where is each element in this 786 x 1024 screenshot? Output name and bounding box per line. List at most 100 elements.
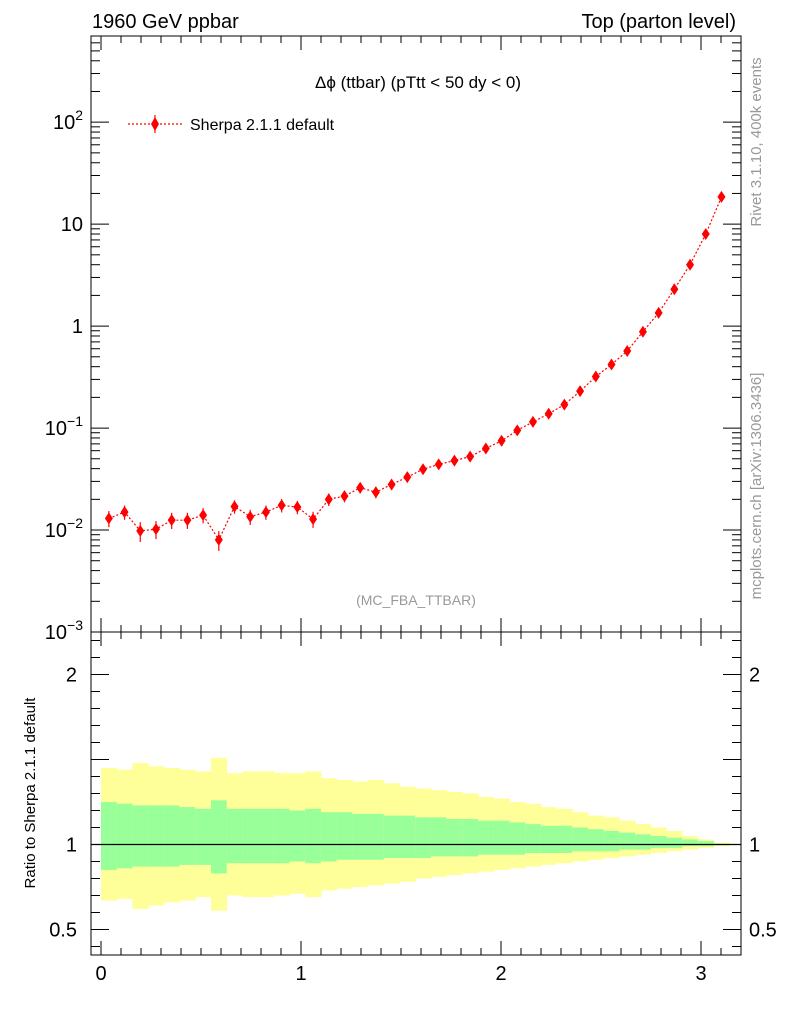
data-point bbox=[371, 486, 380, 499]
ratio-xtick-label: 1 bbox=[295, 963, 306, 985]
ratio-band-inner bbox=[666, 837, 683, 848]
analysis-annotation: (MC_FBA_TTBAR) bbox=[356, 592, 476, 608]
data-point bbox=[560, 398, 569, 411]
ratio-ytick-label-left: 2 bbox=[66, 665, 77, 687]
data-point bbox=[576, 385, 585, 398]
ratio-band-inner bbox=[242, 808, 259, 864]
ratio-band-inner bbox=[320, 812, 338, 862]
ratio-band-inner bbox=[619, 832, 636, 850]
ratio-band-inner bbox=[383, 815, 400, 859]
data-point bbox=[120, 506, 129, 519]
data-point bbox=[151, 523, 160, 536]
ratio-band-inner bbox=[305, 808, 322, 864]
data-point bbox=[214, 533, 223, 546]
legend-marker bbox=[151, 117, 159, 131]
main-ytick-label: 102 bbox=[53, 107, 83, 134]
mcplots-label: mcplots.cern.ch [arXiv:1306.3436] bbox=[748, 373, 765, 600]
data-point bbox=[591, 370, 600, 383]
data-point bbox=[136, 524, 145, 537]
data-point bbox=[246, 510, 255, 523]
data-point bbox=[670, 283, 679, 296]
ratio-band-inner bbox=[289, 810, 306, 862]
ratio-band-inner bbox=[493, 820, 510, 855]
ratio-band-inner bbox=[603, 830, 620, 852]
ratio-band-inner bbox=[195, 808, 212, 865]
data-point bbox=[387, 478, 396, 491]
ratio-band-inner bbox=[478, 820, 495, 855]
data-point bbox=[481, 442, 490, 455]
ratio-band-inner bbox=[399, 815, 416, 859]
main-series-marks bbox=[104, 190, 726, 551]
ratio-band-inner bbox=[650, 836, 667, 848]
rivet-label: Rivet 3.1.10, 400k events bbox=[748, 57, 765, 226]
data-point bbox=[230, 500, 239, 513]
ratio-band-inner bbox=[101, 802, 118, 870]
legend: Sherpa 2.1.1 default bbox=[128, 115, 335, 134]
ratio-ytick-label-right: 1 bbox=[749, 835, 760, 857]
data-point bbox=[340, 490, 349, 503]
data-point bbox=[544, 407, 553, 420]
data-point bbox=[309, 513, 318, 526]
data-point bbox=[654, 306, 663, 319]
ratio-band-inner bbox=[462, 819, 479, 857]
data-point bbox=[513, 424, 522, 437]
ratio-band-inner bbox=[446, 819, 463, 857]
ratio-band-inner bbox=[336, 812, 353, 860]
ratio-band-inner bbox=[368, 813, 385, 860]
data-point bbox=[419, 463, 428, 476]
data-point bbox=[466, 450, 475, 463]
ratio-ytick-label-right: 0.5 bbox=[749, 920, 777, 942]
main-ytick-label: 10−1 bbox=[45, 413, 83, 440]
data-point bbox=[261, 506, 270, 519]
ratio-band-inner bbox=[587, 829, 605, 852]
data-point bbox=[183, 514, 192, 527]
data-point bbox=[104, 512, 113, 525]
ratio-band-inner bbox=[635, 834, 652, 850]
ratio-band-inner bbox=[572, 827, 589, 852]
data-point bbox=[607, 358, 616, 371]
ratio-band-inner bbox=[540, 825, 558, 853]
data-point bbox=[623, 344, 632, 357]
ratio-ylabel: Ratio to Sherpa 2.1.1 default bbox=[22, 697, 39, 889]
ratio-band-inner bbox=[273, 808, 290, 864]
data-point bbox=[356, 481, 365, 494]
ratio-axis-ticks: 0.5 0.5 1 1 2 2 0 1 2 3 bbox=[49, 632, 777, 985]
data-point bbox=[403, 471, 412, 484]
ratio-ytick-label-left: 0.5 bbox=[49, 920, 77, 942]
ratio-xtick-label: 3 bbox=[695, 963, 706, 985]
ratio-band-inner bbox=[415, 817, 432, 859]
data-point bbox=[638, 325, 647, 338]
ratio-band-inner bbox=[179, 807, 196, 865]
data-point bbox=[717, 190, 726, 203]
ratio-band-inner bbox=[148, 805, 165, 867]
data-point bbox=[434, 458, 443, 471]
ratio-ytick-label-right: 2 bbox=[749, 665, 760, 687]
main-panel: 10−3 10−2 10−1 1 10 102 Δϕ (ttbar) (pTtt < 50… bbox=[45, 35, 742, 644]
legend-label: Sherpa 2.1.1 default bbox=[190, 117, 335, 134]
main-axis-ticks: 10−3 10−2 10−1 1 10 102 bbox=[45, 35, 741, 644]
main-ytick-label: 10−3 bbox=[45, 617, 83, 644]
ratio-band-inner bbox=[132, 805, 149, 867]
ratio-band-inner bbox=[697, 841, 715, 847]
series-line bbox=[108, 196, 723, 542]
data-point bbox=[167, 514, 176, 527]
data-point bbox=[324, 493, 333, 506]
data-point bbox=[293, 501, 302, 514]
main-ytick-label: 10 bbox=[61, 214, 83, 236]
data-point bbox=[701, 228, 710, 241]
data-point bbox=[686, 258, 695, 271]
ratio-band-inner bbox=[163, 805, 181, 867]
ratio-band-inner bbox=[226, 808, 243, 864]
ratio-band-inner bbox=[556, 825, 573, 853]
ratio-band-inner bbox=[116, 803, 133, 869]
ratio-xtick-label: 0 bbox=[95, 963, 106, 985]
ratio-ytick-label-left: 1 bbox=[66, 835, 77, 857]
data-point bbox=[528, 415, 537, 428]
ratio-band-inner bbox=[682, 839, 699, 847]
main-ytick-label: 1 bbox=[72, 316, 83, 338]
ratio-band-inner bbox=[352, 813, 369, 860]
header-left: 1960 GeV ppbar bbox=[92, 11, 239, 33]
ratio-band-inner bbox=[258, 808, 275, 864]
ratio-panel: 0.5 0.5 1 1 2 2 0 1 2 3 Ratio to Sherpa 2.1.1 def… bbox=[22, 631, 777, 985]
